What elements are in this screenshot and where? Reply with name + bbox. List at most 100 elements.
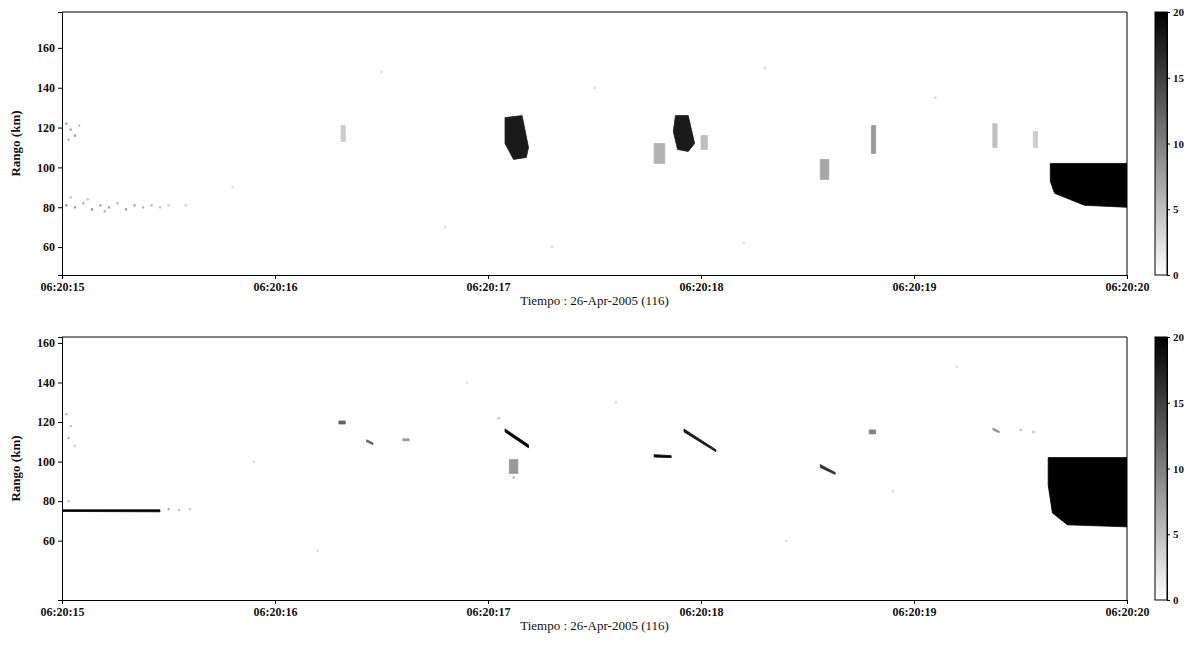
tick-mark — [1167, 78, 1170, 79]
tick-label: 06:20:18 — [680, 280, 724, 294]
y-axis: 60 80 100 120 140 160 — [37, 336, 63, 600]
axis-line — [58, 338, 63, 601]
tick-label: 5 — [1173, 203, 1179, 215]
tick: 06:20:20 — [1106, 275, 1150, 294]
frame — [62, 337, 1127, 338]
tick: 20 — [1167, 331, 1185, 343]
echo — [820, 465, 835, 475]
cell — [82, 202, 84, 204]
tick-mark — [1167, 403, 1170, 404]
tick: 120 — [37, 121, 62, 135]
colorbar — [1155, 337, 1167, 600]
cell — [785, 540, 787, 542]
tick-mark — [1167, 144, 1170, 145]
echo — [701, 136, 707, 150]
tick-mark — [58, 167, 62, 168]
cell — [67, 500, 69, 502]
tick: 15 — [1167, 397, 1185, 409]
tick-label: 20 — [1173, 6, 1185, 18]
colorbar — [1155, 12, 1167, 275]
cell — [142, 206, 144, 208]
tick-mark — [58, 501, 62, 502]
tick-mark — [914, 275, 915, 279]
colorbar-axis: 05101520 — [1167, 331, 1185, 606]
cell — [615, 401, 617, 403]
tick-label: 5 — [1173, 528, 1179, 540]
x-axis: 06:20:1506:20:1606:20:1706:20:1806:20:19… — [41, 275, 1150, 294]
tick-mark — [58, 541, 62, 542]
tick-label: 80 — [43, 201, 55, 215]
tick-label: 100 — [37, 455, 55, 469]
cell — [65, 413, 67, 415]
axis-line — [58, 13, 63, 276]
figure: 06:20:15 06:20:16 06:20:17 06:20:18 06:20:19… — [0, 0, 1197, 648]
echo — [1050, 163, 1127, 207]
cell — [74, 135, 76, 137]
tick: 60 — [43, 240, 62, 254]
tick-mark — [1167, 469, 1170, 470]
tick-mark — [1167, 275, 1170, 276]
tick: 10 — [1167, 138, 1185, 150]
tick-label: 06:20:15 — [41, 280, 85, 294]
echo — [403, 439, 409, 441]
tick: 120 — [37, 415, 62, 429]
cell — [108, 206, 110, 208]
cell — [104, 210, 106, 212]
cell — [67, 139, 69, 141]
cell — [594, 87, 596, 89]
echo — [654, 455, 671, 458]
tick-label: 100 — [37, 161, 55, 175]
tick-mark — [701, 600, 702, 604]
echo — [869, 430, 875, 434]
tick-mark — [914, 600, 915, 604]
tick-label: 06:20:19 — [893, 280, 937, 294]
tick-label: 06:20:20 — [1106, 605, 1150, 619]
echo — [993, 428, 999, 433]
tick-label: 10 — [1173, 138, 1185, 150]
echo — [1048, 458, 1127, 527]
cell — [125, 208, 127, 210]
cell — [956, 366, 958, 368]
cell — [65, 204, 67, 206]
tick-mark — [58, 247, 62, 248]
echo — [673, 116, 694, 152]
tick-label: 160 — [37, 336, 55, 350]
tick: 0 — [1167, 269, 1179, 281]
cell — [466, 381, 468, 383]
tick-label: 06:20:20 — [1106, 280, 1150, 294]
tick: 100 — [37, 161, 62, 175]
tick: 15 — [1167, 72, 1185, 84]
echo — [62, 510, 160, 512]
cell — [444, 226, 446, 228]
tick-label: 60 — [43, 534, 55, 548]
echo — [654, 144, 665, 164]
tick: 80 — [43, 494, 62, 508]
tick: 80 — [43, 201, 62, 215]
tick-mark — [488, 600, 489, 604]
echo — [505, 116, 528, 160]
tick: 06:20:20 — [1106, 600, 1150, 619]
cell — [87, 198, 89, 200]
cell — [743, 242, 745, 244]
cell — [551, 246, 553, 248]
y-axis-title: Rango (km) — [8, 435, 23, 501]
tick-label: 80 — [43, 494, 55, 508]
echo — [993, 124, 997, 148]
frame — [1127, 12, 1128, 275]
axis-line — [1168, 13, 1171, 276]
cell — [934, 97, 936, 99]
echo — [367, 440, 373, 445]
cell — [70, 129, 72, 131]
cell — [189, 508, 191, 510]
marks — [62, 366, 1127, 552]
y-axis-title: Rango (km) — [8, 110, 23, 176]
tick-label: 140 — [37, 376, 55, 390]
tick-label: 06:20:18 — [680, 605, 724, 619]
tick-label: 0 — [1173, 594, 1179, 606]
tick-label: 06:20:16 — [254, 605, 298, 619]
tick: 100 — [37, 455, 62, 469]
tick: 0 — [1167, 594, 1179, 606]
tick-label: 06:20:17 — [467, 280, 511, 294]
tick-mark — [1167, 600, 1170, 601]
tick: 06:20:15 — [41, 600, 85, 619]
